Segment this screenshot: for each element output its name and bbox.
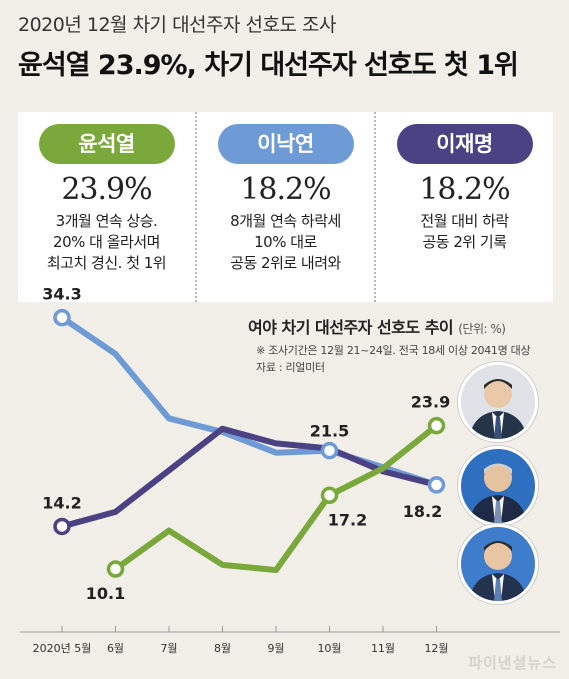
person-icon [461,449,535,523]
series-line [59,425,440,530]
card-lee-nakyon-line: 8개월 연속 하락세 [230,212,341,230]
card-yoon-line: 3개월 연속 상승. [55,212,158,230]
card-yoon-line: 최고치 경신. 첫 1위 [46,254,167,272]
card-yoon-line: 20% 대 올라서며 [53,233,160,251]
supertitle: 2020년 12월 차기 대선주자 선호도 조사 [18,14,336,36]
card-lee-nakyon-line: 10% 대로 [254,233,317,251]
x-tick-label: 7월 [160,642,177,655]
card-yoon-desc: 3개월 연속 상승. 20% 대 올라서며 최고치 경신. 첫 1위 [18,211,195,274]
card-lee-nakyon-pct: 18.2% [240,172,331,207]
card-lee-jaemyung-line: 전월 대비 하락 [420,212,509,230]
card-lee-jaemyung-line: 공동 2위 기록 [422,233,507,251]
watermark: 파이낸셜뉴스 [468,654,557,672]
photo-lee-jaemyung [458,524,538,604]
x-tick-label: 12월 [424,642,448,655]
card-lee-nakyon-name: 이낙연 [217,124,354,164]
photo-lee-nakyon [458,446,538,526]
data-point [53,308,71,327]
photo-yoon [458,362,538,442]
data-point [53,517,71,536]
card-yoon: 윤석열 23.9% 3개월 연속 상승. 20% 대 올라서며 최고치 경신. … [18,112,195,302]
card-lee-jaemyung-desc: 전월 대비 하락 공동 2위 기록 [376,211,553,253]
candidate-cards: 윤석열 23.9% 3개월 연속 상승. 20% 대 올라서며 최고치 경신. … [18,112,553,302]
x-tick-label: 6월 [107,642,124,655]
data-label: 21.5 [310,422,349,441]
chart-unit: (단위: %) [458,322,506,336]
series-line [112,422,440,574]
card-yoon-pct: 23.9% [61,172,152,207]
x-tick-label: 2020년 5월 [33,642,92,655]
data-point [320,441,339,460]
card-lee-nakyon-line: 공동 2위로 내려와 [230,254,341,272]
data-point [106,560,125,578]
data-point [320,486,339,505]
card-yoon-name: 윤석열 [38,124,175,164]
person-icon [461,365,535,439]
data-label: 17.2 [328,510,367,529]
data-label: 10.1 [86,584,125,603]
person-icon [461,527,535,601]
source-note: 자료 : 리얼미터 [256,361,325,374]
x-tick-label: 10월 [317,642,341,655]
x-tick-label: 8월 [214,642,231,655]
data-point [427,416,446,435]
chart-note: ※ 조사기간은 12월 21~24일. 전국 18세 이상 2041명 대상 자… [256,342,531,376]
data-label: 18.2 [403,502,442,521]
chart-title: 여야 차기 대선주자 선호도 추이 (단위: %) [248,314,506,338]
survey-note: ※ 조사기간은 12월 21~24일. 전국 18세 이상 2041명 대상 [256,344,531,357]
x-tick-label: 11월 [371,642,395,655]
card-lee-nakyon-desc: 8개월 연속 하락세 10% 대로 공동 2위로 내려와 [197,211,374,274]
card-lee-jaemyung-pct: 18.2% [419,172,510,207]
card-lee-jaemyung-name: 이재명 [396,124,533,164]
data-label: 23.9 [411,393,450,412]
chart-title-text: 여야 차기 대선주자 선호도 추이 [248,318,454,337]
header: 2020년 12월 차기 대선주자 선호도 조사 윤석열 23.9%, 차기 대… [18,10,559,82]
card-lee-nakyon: 이낙연 18.2% 8개월 연속 하락세 10% 대로 공동 2위로 내려와 [195,112,374,302]
data-label: 34.3 [42,285,81,304]
card-lee-jaemyung: 이재명 18.2% 전월 대비 하락 공동 2위 기록 [374,112,553,302]
data-label: 14.2 [42,493,81,512]
x-tick-label: 9월 [267,642,284,655]
main-title: 윤석열 23.9%, 차기 대선주자 선호도 첫 1위 [18,50,519,81]
data-point [427,476,446,494]
